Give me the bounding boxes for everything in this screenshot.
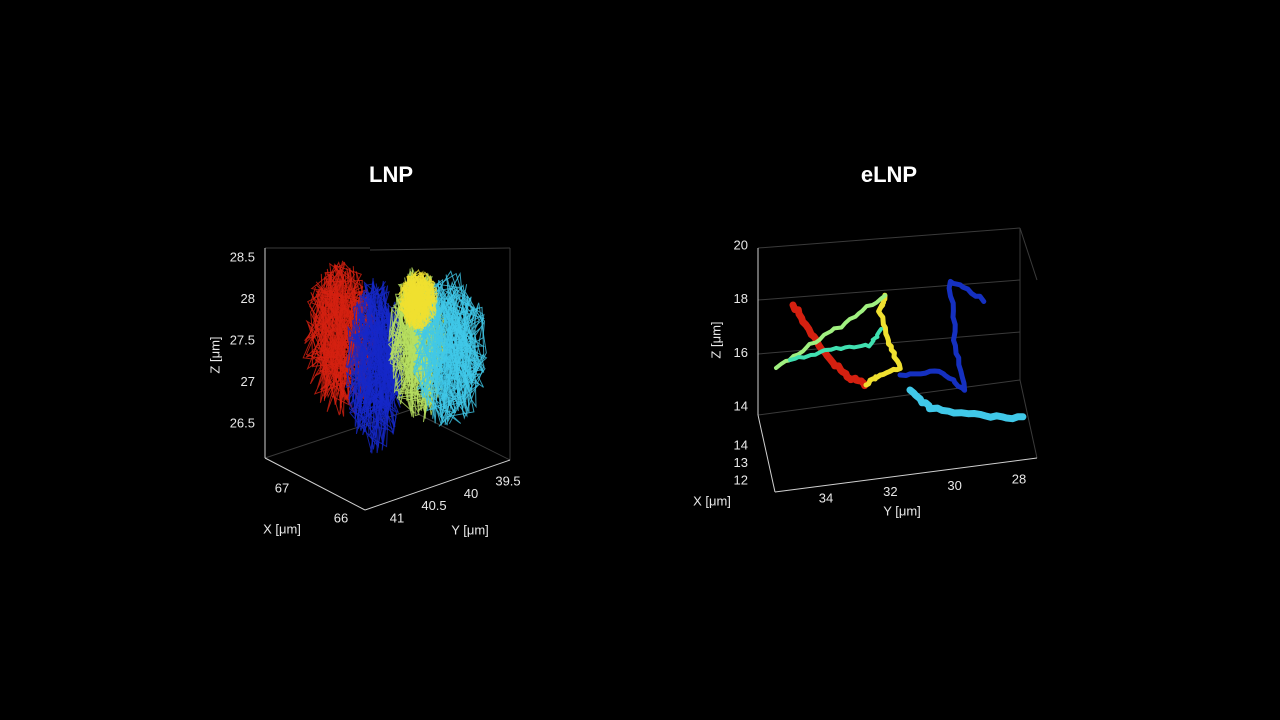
y-tick-label: 40	[464, 486, 478, 501]
y-tick-label: 32	[883, 484, 897, 499]
x-axis	[264, 457, 366, 511]
z-axis-label: Z [μm]	[708, 321, 723, 358]
panel-title: eLNP	[861, 162, 917, 187]
y-axis-label: Y [μm]	[883, 503, 921, 518]
panel-title: LNP	[369, 162, 413, 187]
y-axis	[364, 459, 511, 511]
trajectory	[863, 292, 903, 388]
trajectories	[302, 260, 1027, 454]
x-tick-label: 12	[734, 472, 748, 487]
y-axis	[774, 457, 1038, 493]
grid-line	[1019, 379, 1038, 459]
x-axis-label: X [μm]	[693, 493, 731, 508]
y-tick-label: 34	[819, 490, 833, 505]
plot-frames	[264, 227, 1038, 511]
z-tick-label: 14	[734, 398, 748, 413]
z-tick-label: 16	[734, 345, 748, 360]
x-axis-label: X [μm]	[263, 521, 301, 536]
trajectory	[897, 278, 987, 393]
x-tick-label: 13	[734, 455, 748, 470]
trajectory	[401, 270, 435, 329]
grid-line	[264, 409, 411, 459]
z-tick-label: 18	[734, 291, 748, 306]
z-axis-label: Z [μm]	[207, 336, 222, 373]
grid-line	[757, 227, 1021, 249]
y-tick-label: 30	[947, 478, 961, 493]
trajectory	[906, 386, 1027, 423]
y-tick-label: 40.5	[421, 498, 446, 513]
trajectory	[774, 293, 888, 370]
x-tick-label: 67	[275, 480, 289, 495]
trajectory	[345, 280, 406, 454]
grid-line	[757, 279, 1021, 301]
z-tick-label: 28	[241, 291, 255, 306]
x-axis	[757, 414, 776, 493]
z-tick-label: 27	[241, 374, 255, 389]
grid-line	[1019, 227, 1038, 281]
y-tick-label: 28	[1012, 471, 1026, 486]
grid-line	[369, 247, 511, 251]
y-axis-label: Y [μm]	[451, 522, 489, 537]
y-tick-label: 41	[390, 510, 404, 525]
trajectory	[788, 327, 884, 362]
x-tick-label: 66	[334, 510, 348, 525]
z-tick-label: 20	[734, 237, 748, 252]
grid-line	[757, 379, 1021, 416]
x-tick-label: 14	[734, 437, 748, 452]
z-tick-label: 28.5	[230, 249, 255, 264]
y-tick-label: 39.5	[495, 473, 520, 488]
z-tick-label: 26.5	[230, 415, 255, 430]
z-tick-label: 27.5	[230, 332, 255, 347]
grid-line	[409, 409, 511, 461]
trajectory	[413, 270, 485, 426]
trajectory	[789, 301, 869, 390]
